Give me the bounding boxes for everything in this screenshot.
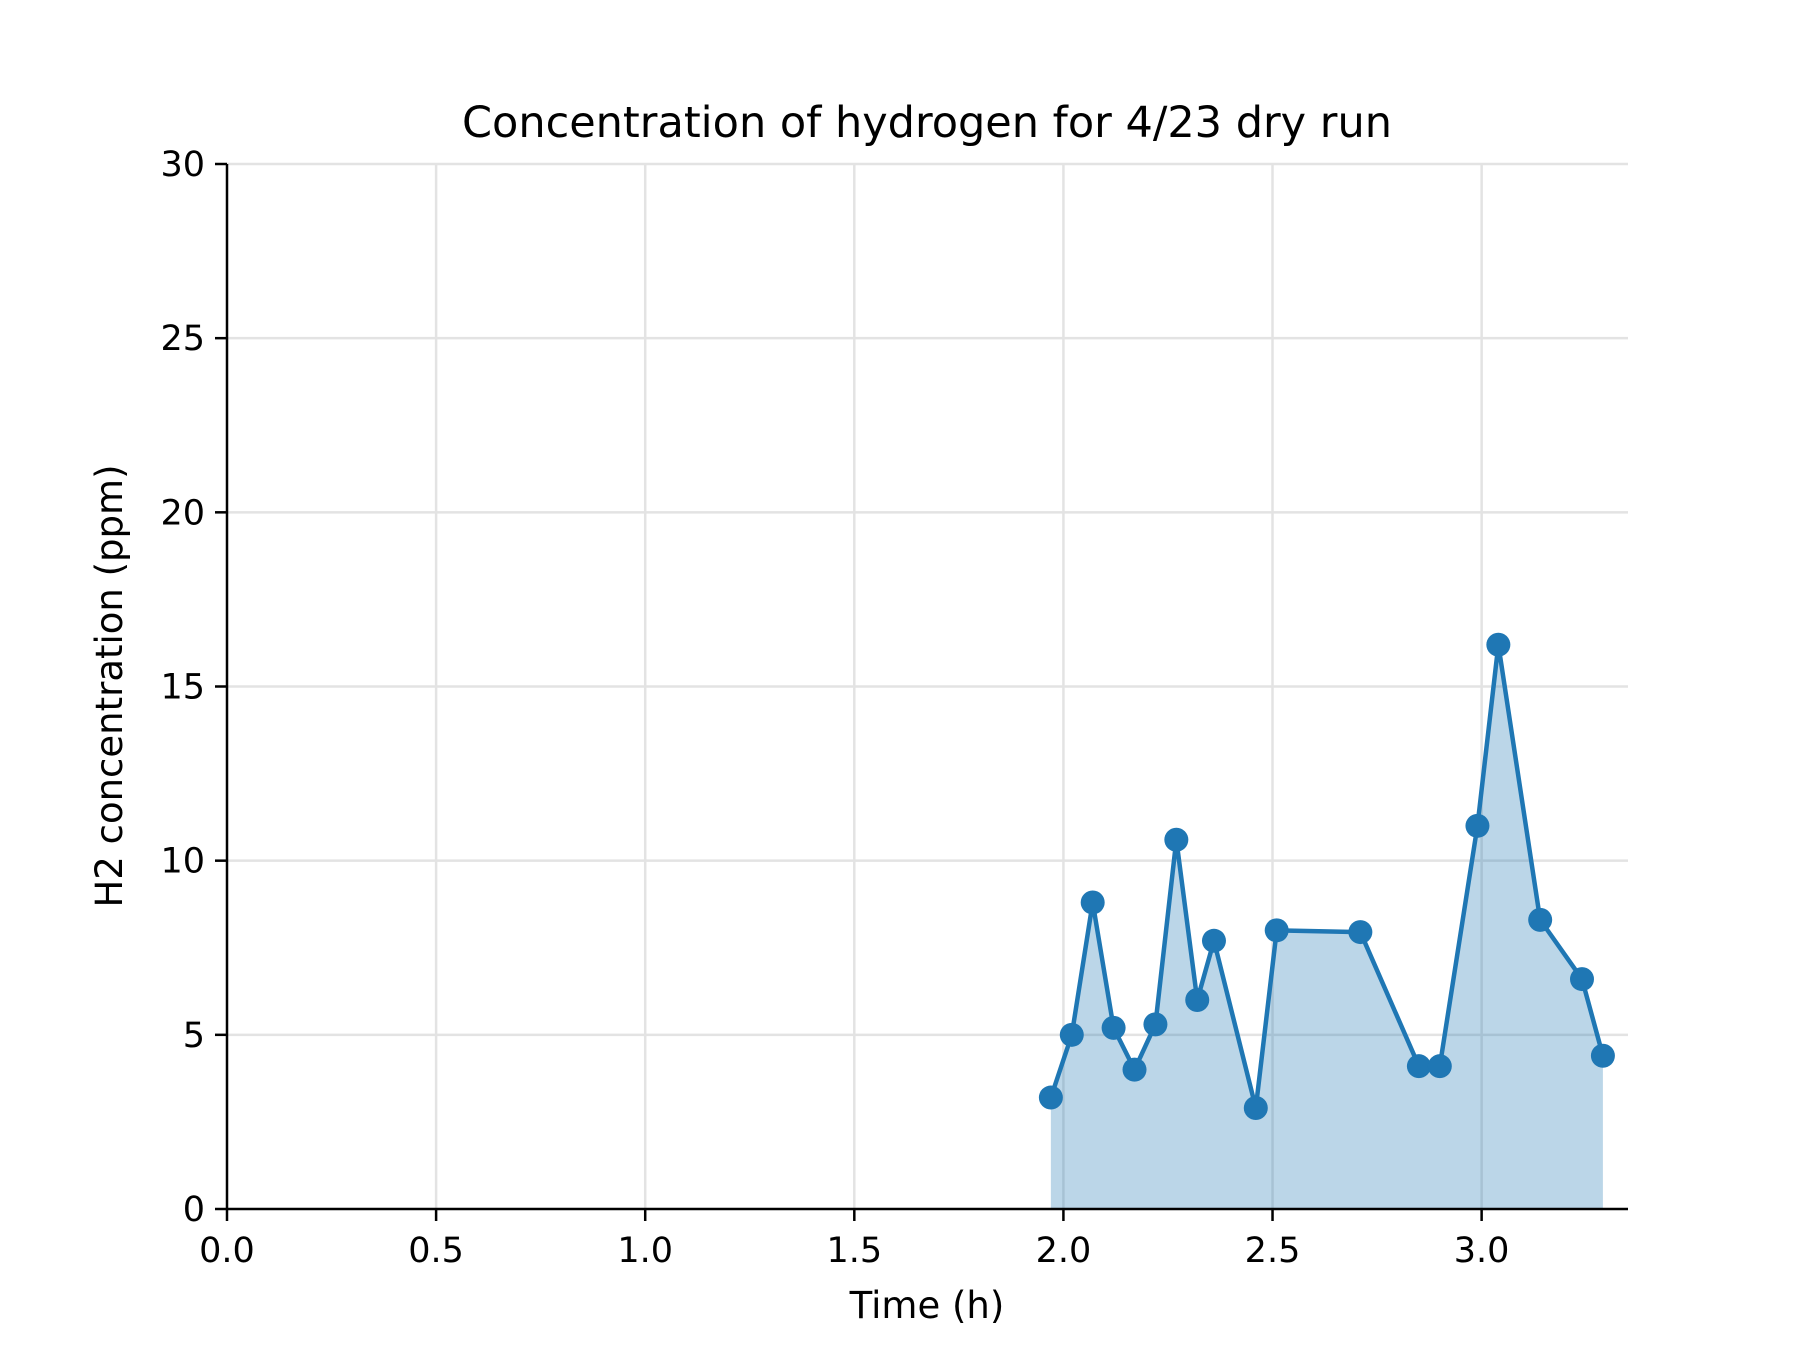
y-tick-label: 30 [160, 145, 205, 185]
data-point [1122, 1057, 1147, 1082]
data-point [1143, 1012, 1168, 1037]
y-axis-label: H2 concentration (ppm) [88, 464, 131, 907]
x-tick-label: 0.5 [408, 1231, 464, 1271]
data-point [1164, 827, 1189, 852]
data-point [1101, 1015, 1126, 1040]
y-tick-label: 25 [160, 319, 205, 359]
x-tick-label: 2.5 [1245, 1231, 1301, 1271]
x-tick-label: 3.0 [1454, 1231, 1510, 1271]
x-tick-label: 1.5 [826, 1231, 882, 1271]
data-point [1528, 907, 1553, 932]
data-points-layer [1038, 632, 1615, 1120]
data-point [1590, 1043, 1615, 1068]
axes: 0.0 0.5 1.0 1.5 2.0 2.5 3.0 0 5 10 15 20 25 30 [160, 145, 1628, 1271]
data-point [1185, 988, 1210, 1012]
grid [227, 162, 1628, 1209]
data-point [1059, 1022, 1084, 1047]
x-tick-label: 0.0 [199, 1231, 255, 1271]
data-point [1406, 1054, 1431, 1079]
x-tick-label: 1.0 [617, 1231, 673, 1271]
data-point [1569, 967, 1594, 992]
y-tick-label: 15 [160, 668, 205, 708]
x-axis-label: Time (h) [849, 1284, 1005, 1327]
data-point [1201, 928, 1226, 953]
data-point [1243, 1095, 1268, 1120]
y-tick-label: 10 [160, 842, 205, 882]
y-tick-label: 20 [160, 493, 205, 533]
data-point [1486, 632, 1511, 657]
data-point [1427, 1054, 1452, 1079]
data-point [1038, 1085, 1063, 1110]
area-fill-layer [1050, 644, 1603, 1209]
y-tick-label: 5 [183, 1016, 205, 1056]
data-point [1465, 813, 1490, 838]
data-point [1080, 890, 1105, 915]
chart-title: Concentration of hydrogen for 4/23 dry r… [462, 98, 1392, 148]
area-fill [1050, 644, 1603, 1209]
x-tick-label: 2.0 [1036, 1231, 1092, 1271]
data-point [1264, 918, 1289, 943]
y-tick-label: 0 [183, 1190, 205, 1230]
data-point [1348, 920, 1373, 945]
